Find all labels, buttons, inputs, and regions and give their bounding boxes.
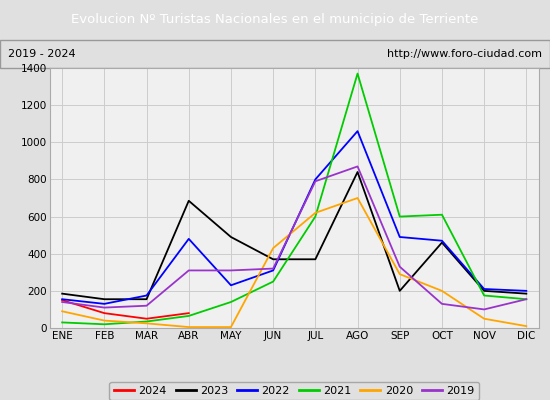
Text: Evolucion Nº Turistas Nacionales en el municipio de Terriente: Evolucion Nº Turistas Nacionales en el m… — [72, 14, 478, 26]
Legend: 2024, 2023, 2022, 2021, 2020, 2019: 2024, 2023, 2022, 2021, 2020, 2019 — [109, 382, 479, 400]
Text: 2019 - 2024: 2019 - 2024 — [8, 49, 76, 59]
Text: http://www.foro-ciudad.com: http://www.foro-ciudad.com — [387, 49, 542, 59]
